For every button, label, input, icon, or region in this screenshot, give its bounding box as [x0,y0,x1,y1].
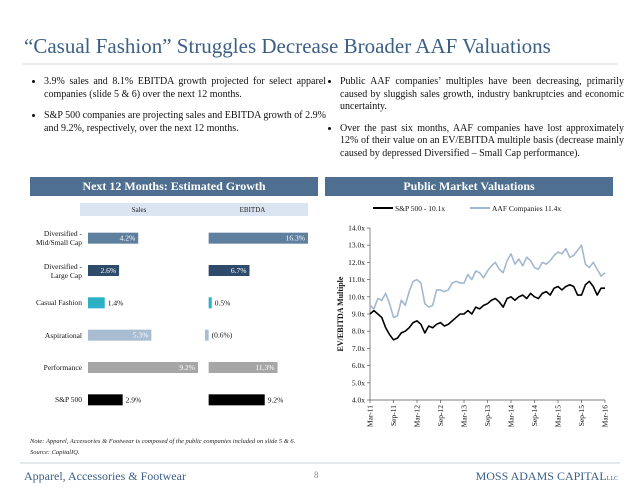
value-label: 0.5% [215,298,231,307]
category-label: Aspirational [44,330,82,340]
legend-label: AAF Companies 11.4x [492,204,561,213]
brand-suffix: LLC [606,476,618,482]
value-label: 4.2% [120,234,136,243]
series-line [369,244,606,319]
bar [208,232,308,244]
bullet: Over the past six months, AAF companies … [340,123,624,161]
x-tick-label: Mar-13 [460,405,469,428]
series-line [369,280,605,341]
bar [208,394,265,406]
bullet: Public AAF companies’ multiples have bee… [340,76,624,114]
footer-left: Apparel, Accessories & Footwear [24,469,186,483]
panel-label: Sales [132,206,147,214]
y-tick-label: 11.0x [348,275,365,284]
category-label: S&P 500 [54,395,82,405]
bullets-left: 3.9% sales and 8.1% EBITDA growth projec… [30,76,326,144]
legend-label: S&P 500 - 10.1x [395,204,445,213]
bar [88,362,198,373]
bullets-right: Public AAF companies’ multiples have bee… [326,76,624,169]
y-tick-label: 10.0x [348,292,365,301]
value-label: 2.9% [126,395,142,404]
chart-title: Next 12 Months: Estimated Growth [30,177,318,196]
note: Note: Apparel, Accessories & Footwear is… [30,438,296,445]
y-tick-label: 6.0x [352,361,365,370]
value-label: 2.6% [100,266,116,275]
y-axis-label: EV/EBITDA Multiple [336,276,345,351]
x-tick-label: Sep-15 [577,405,586,426]
x-tick-label: Mar-15 [554,405,563,428]
panel-header [197,203,308,216]
slide-title: “Casual Fashion” Struggles Decrease Broa… [24,34,551,58]
bar [88,265,120,276]
bar [205,329,209,341]
y-tick-label: 7.0x [352,344,365,353]
bar [208,362,278,373]
value-label: 6.7% [231,266,247,275]
y-tick-label: 8.0x [352,327,365,336]
category-label: Diversified - Mid/Small Cap [35,229,82,248]
bar [88,394,123,406]
bar [88,297,105,309]
category-label: Casual Fashion [35,298,82,308]
x-tick-label: Mar-14 [507,405,516,428]
value-label: 9.2% [268,395,284,404]
value-label: 16.3% [286,234,305,243]
value-label: (0.6%) [212,331,233,340]
chart-title: Public Market Valuations [325,177,613,196]
source: Source: CapitalIQ. [30,449,80,456]
bullet: S&P 500 companies are projecting sales a… [44,110,326,135]
value-label: 1.4% [108,298,124,307]
y-tick-label: 12.0x [348,258,365,267]
y-tick-label: 4.0x [352,396,365,405]
x-tick-label: Sep-11 [389,405,398,426]
x-tick-label: Sep-12 [436,405,445,426]
bullet: 3.9% sales and 8.1% EBITDA growth projec… [44,76,326,101]
value-label: 5.3% [133,331,149,340]
y-tick-label: 14.0x [348,224,365,233]
x-tick-label: Mar-16 [601,405,610,428]
value-label: 9.2% [179,363,195,372]
panel-label: EBITDA [240,206,266,214]
y-tick-label: 13.0x [348,241,365,250]
x-tick-label: Mar-12 [413,405,422,428]
x-tick-label: Sep-14 [530,405,539,426]
x-tick-label: Sep-13 [483,405,492,426]
bar [208,297,212,309]
category-label: Diversified - Large Cap [43,261,82,280]
brand: MOSS ADAMS CAPITALLLC [476,469,618,484]
brand-name: MOSS ADAMS CAPITAL [475,469,607,483]
panel-header [80,203,198,216]
bar [208,265,250,276]
category-label: Performance [43,363,82,372]
y-tick-label: 9.0x [352,310,365,319]
bar [88,232,139,244]
x-tick-label: Mar-11 [366,405,375,427]
y-tick-label: 5.0x [352,378,365,387]
page-number: 8 [314,470,319,480]
value-label: 11.3% [255,363,274,372]
bar [88,329,152,341]
